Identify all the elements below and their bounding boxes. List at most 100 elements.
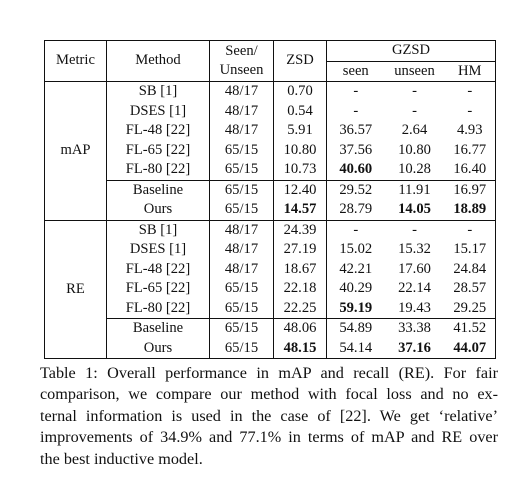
method-cell: DSES [1] bbox=[106, 101, 210, 121]
header-hm: HM bbox=[444, 61, 496, 82]
zsd-cell: 18.67 bbox=[273, 259, 327, 279]
header-metric: Metric bbox=[44, 40, 107, 82]
zsd-cell: 27.19 bbox=[273, 240, 327, 260]
split-cell: 48/17 bbox=[209, 81, 274, 102]
seen-cell: 40.29 bbox=[339, 280, 373, 296]
hm-cell: - bbox=[467, 221, 473, 238]
zsd-cell: 5.91 bbox=[273, 121, 327, 141]
method-cell: Ours bbox=[106, 338, 210, 359]
header-seen-unseen: Seen/ Unseen bbox=[209, 40, 274, 82]
method-cell: SB [1] bbox=[106, 81, 210, 102]
split-cell: 65/15 bbox=[209, 200, 274, 221]
method-cell: FL-80 [22] bbox=[106, 160, 210, 180]
table-row: Baseline 65/15 48.06 54.89 33.38 41.52 bbox=[45, 318, 496, 339]
hm-cell: 29.25 bbox=[453, 299, 487, 316]
table-row: FL-80 [22] 65/15 10.73 40.60 10.28 16.40 bbox=[45, 160, 496, 180]
seen-cell: 36.57 bbox=[339, 122, 373, 138]
split-cell: 65/15 bbox=[209, 338, 274, 359]
method-cell: SB [1] bbox=[106, 220, 210, 240]
zsd-cell: 0.70 bbox=[273, 81, 327, 102]
table-row: mAP SB [1] 48/17 0.70 - - - bbox=[44, 81, 496, 221]
unseen-cell-best: 14.05 bbox=[384, 200, 445, 221]
re-group: RE SB [1] 48/17 24.39 - - - DSES [1] 48/… bbox=[44, 220, 496, 359]
split-cell: 65/15 bbox=[209, 279, 274, 299]
unseen-cell: - bbox=[412, 221, 417, 238]
split-cell: 65/15 bbox=[209, 160, 274, 180]
caption-line: improvements of 34.9% and 77.1% in terms… bbox=[40, 428, 498, 447]
header-seen-unseen-line2: Unseen bbox=[219, 62, 264, 78]
seen-cell-best: 40.60 bbox=[339, 161, 373, 177]
hm-cell: 16.97 bbox=[444, 179, 496, 200]
hm-cell: 28.57 bbox=[453, 280, 487, 296]
hm-cell: 41.52 bbox=[444, 318, 496, 339]
seen-cell: 15.02 bbox=[339, 241, 373, 257]
header-gzsd: GZSD bbox=[326, 40, 496, 62]
seen-cell: 54.89 bbox=[326, 318, 385, 339]
zsd-cell: 22.25 bbox=[273, 298, 327, 319]
caption-line: Table 1: Overall performance in mAP and … bbox=[40, 364, 498, 382]
method-cell: FL-65 [22] bbox=[106, 140, 210, 160]
seen-cell: - bbox=[353, 83, 359, 99]
table-row: FL-80 [22] 65/15 22.25 59.19 19.43 29.25 bbox=[45, 298, 496, 319]
method-cell: Ours bbox=[106, 200, 210, 221]
unseen-cell: 10.28 bbox=[398, 161, 431, 177]
zsd-cell: 24.39 bbox=[273, 220, 327, 240]
table-row: FL-65 [22] 65/15 10.80 37.56 10.80 16.77 bbox=[45, 140, 496, 160]
caption-line: the best inductive model. bbox=[40, 449, 203, 468]
zsd-cell: 10.80 bbox=[273, 140, 327, 160]
zsd-cell-best: 48.15 bbox=[273, 338, 327, 359]
zsd-cell: 10.73 bbox=[273, 160, 327, 180]
table-row: RE SB [1] 48/17 24.39 - - - bbox=[44, 220, 496, 359]
zsd-cell: 0.54 bbox=[273, 101, 327, 121]
table-caption: Table 1: Overall performance in mAP and … bbox=[40, 363, 498, 470]
metric-label: RE bbox=[44, 220, 107, 359]
hm-cell-best: 18.89 bbox=[444, 200, 496, 221]
hm-cell: - bbox=[467, 102, 473, 119]
unseen-cell: 19.43 bbox=[398, 299, 431, 316]
unseen-cell-best: 37.16 bbox=[398, 339, 431, 356]
metric-label: mAP bbox=[44, 81, 107, 221]
unseen-cell: 11.91 bbox=[384, 179, 445, 200]
method-cell: Baseline bbox=[106, 318, 210, 339]
hm-cell: 15.17 bbox=[453, 241, 487, 257]
map-group: mAP SB [1] 48/17 0.70 - - - DSES [1] 48/… bbox=[44, 81, 496, 221]
hm-cell-best: 44.07 bbox=[453, 339, 487, 356]
method-cell: Baseline bbox=[106, 179, 210, 200]
table-row: Baseline 65/15 12.40 29.52 11.91 16.97 bbox=[44, 179, 496, 200]
seen-cell: - bbox=[353, 102, 359, 119]
header-zsd: ZSD bbox=[273, 40, 327, 82]
seen-cell: 37.56 bbox=[339, 141, 373, 158]
split-cell: 65/15 bbox=[209, 140, 274, 160]
seen-cell-best: 59.19 bbox=[339, 299, 373, 316]
seen-cell: 29.52 bbox=[326, 179, 385, 200]
split-cell: 65/15 bbox=[209, 298, 274, 319]
unseen-cell: 15.32 bbox=[398, 241, 431, 257]
header-seen: seen bbox=[326, 61, 385, 82]
split-cell: 48/17 bbox=[209, 101, 274, 121]
split-cell: 48/17 bbox=[209, 240, 274, 260]
table-row: FL-65 [22] 65/15 22.18 40.29 22.14 28.57 bbox=[45, 279, 496, 299]
split-cell: 48/17 bbox=[209, 121, 274, 141]
method-cell: FL-48 [22] bbox=[106, 259, 210, 279]
results-table: Metric Method Seen/ Unseen ZSD GZSD seen… bbox=[44, 40, 497, 359]
hm-cell: 16.40 bbox=[453, 161, 487, 177]
method-cell: DSES [1] bbox=[106, 240, 210, 260]
table-row: FL-48 [22] 48/17 5.91 36.57 2.64 4.93 bbox=[45, 121, 496, 141]
zsd-cell-best: 14.57 bbox=[273, 200, 327, 221]
split-cell: 48/17 bbox=[209, 259, 274, 279]
unseen-cell: - bbox=[412, 102, 417, 119]
unseen-cell: 22.14 bbox=[398, 280, 431, 296]
table-row: Ours 65/15 14.57 28.79 14.05 18.89 bbox=[45, 200, 496, 221]
hm-cell: 24.84 bbox=[453, 260, 487, 277]
unseen-cell: 33.38 bbox=[384, 318, 445, 339]
split-cell: 48/17 bbox=[209, 220, 274, 240]
table-row: DSES [1] 48/17 27.19 15.02 15.32 15.17 bbox=[45, 240, 496, 260]
unseen-cell: 10.80 bbox=[398, 141, 431, 158]
unseen-cell: 17.60 bbox=[398, 260, 431, 277]
zsd-cell: 22.18 bbox=[273, 279, 327, 299]
hm-cell: 16.77 bbox=[453, 141, 487, 158]
caption-line: ternal information is used in the case o… bbox=[40, 406, 498, 425]
method-cell: FL-80 [22] bbox=[106, 298, 210, 319]
zsd-cell: 48.06 bbox=[273, 318, 327, 339]
